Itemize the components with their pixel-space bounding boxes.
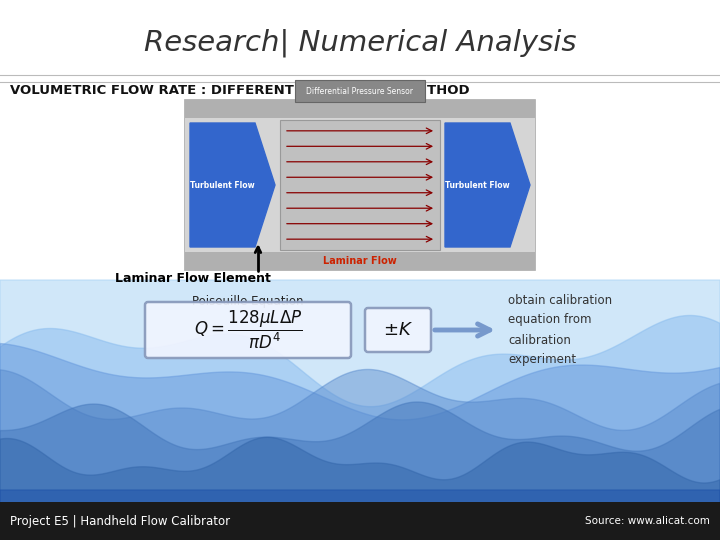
- Polygon shape: [445, 123, 530, 247]
- Bar: [185, 100, 535, 270]
- FancyBboxPatch shape: [365, 308, 431, 352]
- Bar: [185, 100, 535, 118]
- Text: Turbulent Flow: Turbulent Flow: [190, 180, 255, 190]
- Text: Laminar Flow Element: Laminar Flow Element: [115, 272, 271, 285]
- Text: Source: www.alicat.com: Source: www.alicat.com: [585, 516, 710, 526]
- Text: $Q = \dfrac{128\mu L \Delta P}{\pi D^4}$: $Q = \dfrac{128\mu L \Delta P}{\pi D^4}$: [194, 309, 302, 351]
- Bar: [280, 120, 440, 250]
- Text: Poiseuille Equation: Poiseuille Equation: [192, 295, 304, 308]
- Text: Research| Numerical Analysis: Research| Numerical Analysis: [144, 29, 576, 57]
- Text: Differential Pressure Sensor: Differential Pressure Sensor: [307, 86, 413, 96]
- Polygon shape: [190, 123, 275, 247]
- Text: obtain calibration
equation from
calibration
experiment: obtain calibration equation from calibra…: [508, 294, 612, 367]
- Text: $\pm K$: $\pm K$: [383, 321, 413, 339]
- Bar: [185, 118, 535, 252]
- Bar: [295, 80, 425, 102]
- Text: VOLUMETRIC FLOW RATE : DIFFERENTIAL PRESSURE METHOD: VOLUMETRIC FLOW RATE : DIFFERENTIAL PRES…: [10, 84, 469, 97]
- Bar: [0, 502, 720, 540]
- Text: Laminar Flow: Laminar Flow: [323, 256, 397, 266]
- FancyBboxPatch shape: [145, 302, 351, 358]
- Text: Turbulent Flow: Turbulent Flow: [445, 180, 510, 190]
- Text: Project E5 | Handheld Flow Calibrator: Project E5 | Handheld Flow Calibrator: [10, 515, 230, 528]
- Bar: [185, 252, 535, 270]
